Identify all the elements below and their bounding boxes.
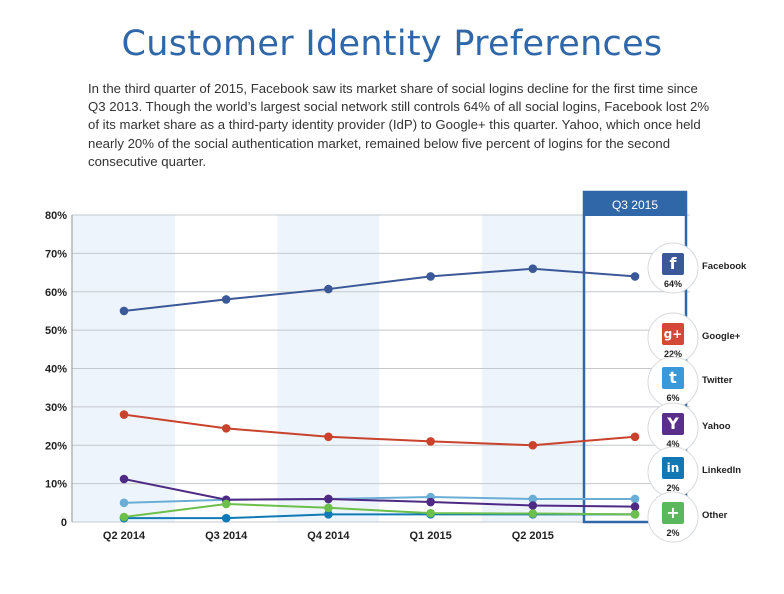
legend-series-name: Google+ [702,331,741,342]
legend-series-name: Facebook [702,261,747,272]
y-tick-label: 70% [45,248,67,260]
x-tick-label: Q2 2014 [103,530,146,542]
y-tick-label: 30% [45,402,67,414]
data-point [630,502,640,511]
series-line-twitter [123,496,635,504]
data-point [630,510,640,519]
legend-value-label: 22% [664,349,682,359]
data-point [630,494,640,504]
x-axis-ticks: Q2 2014 Q3 2014 Q4 2014 Q1 2015 Q2 2015 [103,530,554,542]
data-point [119,410,129,419]
icon-glyph: f [670,254,678,273]
data-point [630,432,640,442]
data-point [221,424,231,433]
icon-glyph: + [666,503,679,522]
legend-item-other: +2% Other [647,491,728,543]
icon-tile [662,323,684,345]
icon-tile [662,413,684,435]
highlight-box: Q3 2015 [582,190,688,524]
data-point [324,494,333,504]
yahoo-icon: Y [662,413,684,435]
data-point [528,509,538,518]
icon-glyph: Y [666,414,679,433]
series-line-yahoo [123,478,636,508]
legend-item-google-: g+ 22% Google+ [647,312,741,364]
legend-item-linkedin: in 2% LinkedIn [647,446,741,498]
data-point [324,510,333,519]
data-point [324,432,333,442]
highlight-header [584,192,686,216]
x-tick-label: Q2 2015 [512,530,554,542]
legend-item-yahoo: Y 4% Yahoo [647,402,731,454]
x-tick-label: Q3 2014 [205,530,248,542]
data-point [119,512,129,522]
icon-tile [662,457,684,479]
data-point [630,272,640,281]
data-point [426,272,435,281]
data-point [221,499,231,509]
x-tick-label: Q4 2014 [307,530,350,542]
legend-series-name: Yahoo [702,421,731,432]
data-point [528,264,538,274]
data-point [324,284,333,294]
y-tick-label: 80% [45,210,67,222]
data-point [119,474,129,484]
icon-glyph: g+ [664,327,683,341]
data-point [528,501,538,510]
data-point [528,440,538,450]
page-title: Customer Identity Preferences [121,24,663,64]
y-tick-label: 50% [45,325,67,337]
plus-icon: + [662,502,684,524]
legend-value-label: 64% [664,279,682,289]
data-point [119,306,129,316]
data-point [221,295,231,304]
legend-value-label: 2% [666,483,679,493]
y-axis-ticks: 0 10% 20% 30% 40% 50% 60% 70% 80% [45,210,67,529]
twitter-icon: t [662,367,684,389]
legend-item-facebook: f 64% Facebook [647,242,747,294]
legend-series-name: LinkedIn [702,465,741,476]
icon-tile [662,253,684,275]
icon-glyph: t [669,368,677,387]
y-tick-label: 10% [45,479,67,491]
data-point [426,508,435,518]
series-lines [123,267,636,520]
legend-value-label: 6% [666,393,679,403]
icon-glyph: in [667,461,680,475]
data-point [221,513,231,523]
icon-tile [662,367,684,389]
data-point [528,494,538,504]
series-line-google- [123,413,636,447]
y-tick-label: 60% [45,287,67,299]
series-line-facebook [123,267,636,312]
legend-series-name: Twitter [702,375,733,386]
data-point [119,498,129,508]
y-tick-label: 0 [61,517,67,529]
y-tick-label: 40% [45,364,67,376]
data-point [426,437,435,446]
series-points [119,264,640,523]
legend-series-name: Other [702,510,728,521]
facebook-icon: f [662,253,684,275]
gridlines [71,214,690,523]
x-tick-label: Q1 2015 [409,530,451,542]
linkedin-icon: in [662,457,684,479]
legend: f 64% Facebook g+ 22% Google+ t 6% Twitter Y 4% Yah… [647,242,747,543]
legend-value-label: 2% [666,528,679,538]
data-point [426,497,435,507]
highlight-header-label: Q3 2015 [612,198,658,212]
data-point [324,503,333,513]
legend-item-twitter: t 6% Twitter [647,356,733,408]
icon-tile [662,502,684,524]
google-plus-icon: g+ [662,323,684,345]
intro-paragraph: In the third quarter of 2015, Facebook s… [88,81,710,169]
y-tick-label: 20% [45,440,67,452]
legend-value-label: 4% [666,439,679,449]
series-line-other [123,502,636,519]
